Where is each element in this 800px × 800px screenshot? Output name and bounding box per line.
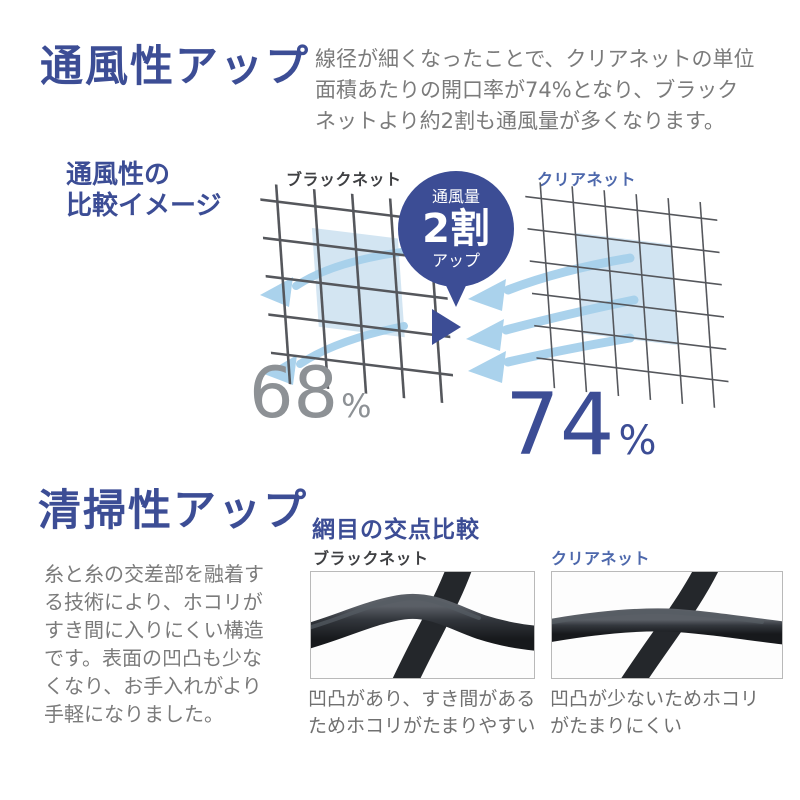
airflow-arrow xyxy=(503,333,635,367)
clear-net-intersection-photo xyxy=(551,571,783,679)
bubble-line1: 通風量 xyxy=(431,187,480,207)
black-net-photo-label: ブラックネット xyxy=(313,549,429,568)
clear-net-grid xyxy=(525,182,729,408)
black-net-percent: 68 % xyxy=(249,358,371,428)
diagram-caption: 通風性の 比較イメージ xyxy=(66,160,221,221)
diagram-caption-line1: 通風性の xyxy=(66,160,171,190)
black-net-intersection-photo xyxy=(310,571,535,679)
black-net-percent-symbol: % xyxy=(341,387,372,425)
airflow-arrowhead-icon xyxy=(468,351,506,383)
cleaning-description: 糸と糸の交差部を融着する技術により、ホコリがすき間に入りにくい構造です。表面の凹… xyxy=(44,562,264,726)
ventilation-title: 通風性アップ xyxy=(40,42,310,92)
transition-triangle-icon xyxy=(432,309,461,345)
airflow-arrow xyxy=(503,253,635,295)
intersection-comparison-title: 網目の交点比較 xyxy=(312,517,480,543)
clear-net-percent-value: 74 xyxy=(505,375,615,475)
clear-net-open-area xyxy=(575,232,679,346)
black-net-strands-illustration xyxy=(311,572,534,678)
cleaning-title: 清掃性アップ xyxy=(38,486,308,536)
ventilation-bubble: 通風量 2割 アップ xyxy=(398,171,514,307)
ventilation-description: 線径が細くなったことで、クリアネットの単位面積あたりの開口率が74%となり、ブラ… xyxy=(315,47,755,133)
clear-net-caption: 凹凸が少ないためホコリがたまりにくい xyxy=(550,688,760,737)
clear-net-percent-symbol: % xyxy=(618,418,657,464)
black-net-percent-value: 68 xyxy=(249,352,339,434)
black-net-grid-label: ブラックネット xyxy=(286,170,402,189)
clear-net-percent: 74 % xyxy=(505,382,656,468)
clear-net-photo-label: クリアネット xyxy=(551,549,651,568)
bubble-line2: 2割 xyxy=(422,206,490,252)
airflow-arrowhead-icon xyxy=(260,277,293,307)
black-net-caption: 凹凸があり、すき間があるためホコリがたまりやすい xyxy=(308,688,536,737)
clear-net-grid-label: クリアネット xyxy=(537,170,637,189)
airflow-arrowhead-icon xyxy=(468,279,506,311)
clear-net-strands-illustration xyxy=(552,572,782,678)
airflow-arrowhead-icon xyxy=(466,319,504,351)
bubble-line3: アップ xyxy=(431,251,480,270)
diagram-caption-line2: 比較イメージ xyxy=(66,190,222,221)
